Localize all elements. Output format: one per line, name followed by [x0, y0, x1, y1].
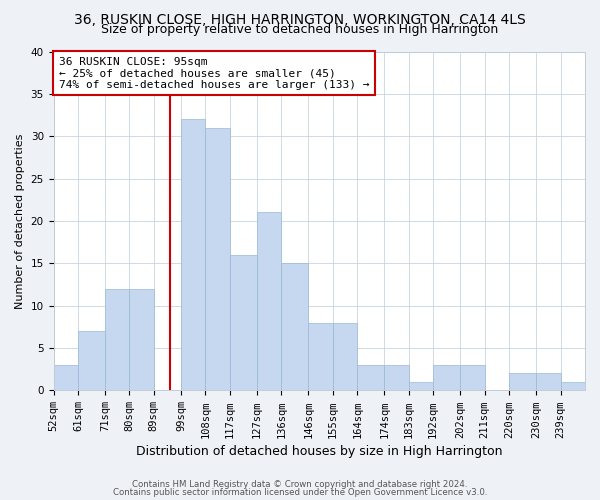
Text: Contains public sector information licensed under the Open Government Licence v3: Contains public sector information licen…	[113, 488, 487, 497]
Bar	[536, 374, 560, 390]
Bar	[433, 365, 460, 390]
Bar	[308, 322, 333, 390]
Bar	[460, 365, 485, 390]
Bar	[409, 382, 433, 390]
Bar	[105, 288, 130, 390]
Bar	[230, 255, 257, 390]
Bar	[281, 264, 308, 390]
Y-axis label: Number of detached properties: Number of detached properties	[15, 133, 25, 308]
Bar	[560, 382, 585, 390]
Text: 36, RUSKIN CLOSE, HIGH HARRINGTON, WORKINGTON, CA14 4LS: 36, RUSKIN CLOSE, HIGH HARRINGTON, WORKI…	[74, 12, 526, 26]
Bar	[257, 212, 281, 390]
Bar	[333, 322, 357, 390]
Bar	[357, 365, 385, 390]
Text: 36 RUSKIN CLOSE: 95sqm
← 25% of detached houses are smaller (45)
74% of semi-det: 36 RUSKIN CLOSE: 95sqm ← 25% of detached…	[59, 56, 370, 90]
Bar	[53, 365, 78, 390]
Bar	[78, 331, 105, 390]
Text: Size of property relative to detached houses in High Harrington: Size of property relative to detached ho…	[101, 22, 499, 36]
Bar	[130, 288, 154, 390]
X-axis label: Distribution of detached houses by size in High Harrington: Distribution of detached houses by size …	[136, 444, 503, 458]
Bar	[205, 128, 230, 390]
Bar	[181, 120, 205, 390]
Bar	[385, 365, 409, 390]
Bar	[509, 374, 536, 390]
Text: Contains HM Land Registry data © Crown copyright and database right 2024.: Contains HM Land Registry data © Crown c…	[132, 480, 468, 489]
